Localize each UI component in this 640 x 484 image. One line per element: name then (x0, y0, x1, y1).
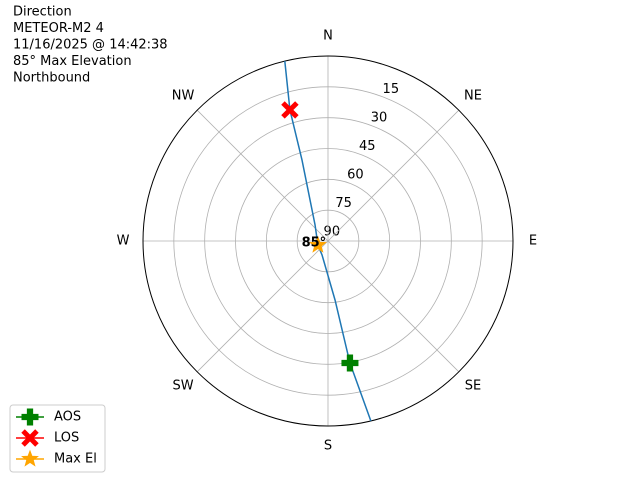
x-tick-label: N (323, 29, 333, 44)
x-tick-label: S (324, 439, 332, 454)
legend-marker (21, 429, 39, 447)
marker (341, 354, 359, 372)
grid-spoke (196, 109, 329, 242)
outer-ring (142, 55, 514, 427)
x-tick-label: NE (464, 89, 482, 104)
y-tick-label: 60 (347, 167, 364, 182)
marker (308, 235, 327, 253)
legend-marker (21, 408, 39, 426)
grid-spoke (327, 240, 460, 373)
grid-spoke (196, 240, 329, 373)
title-line: 11/16/2025 @ 14:42:38 (13, 38, 168, 53)
x-tick-label: E (529, 234, 537, 249)
y-tick-label: 15 (383, 82, 400, 97)
y-tick-label: 45 (359, 139, 376, 154)
legend-label: Max El (54, 452, 97, 467)
x-tick-label: W (117, 234, 130, 249)
legend-label: AOS (54, 410, 81, 425)
x-tick-label: SW (172, 378, 193, 393)
marker (281, 101, 299, 119)
legend-label: LOS (54, 431, 79, 446)
value-label: 85° (302, 236, 327, 251)
title-line: METEOR-M2 4 (13, 21, 104, 36)
title-line: 85° Max Elevation (13, 54, 132, 69)
legend-box (9, 404, 106, 473)
x-tick-label: SE (465, 378, 481, 393)
y-tick-label: 75 (335, 196, 352, 211)
y-tick-label: 30 (371, 110, 388, 125)
grid-spoke (327, 109, 460, 242)
title-line: Direction (13, 5, 72, 20)
x-tick-label: NW (172, 89, 195, 104)
legend-marker (21, 449, 39, 467)
title-line: Northbound (13, 71, 90, 86)
